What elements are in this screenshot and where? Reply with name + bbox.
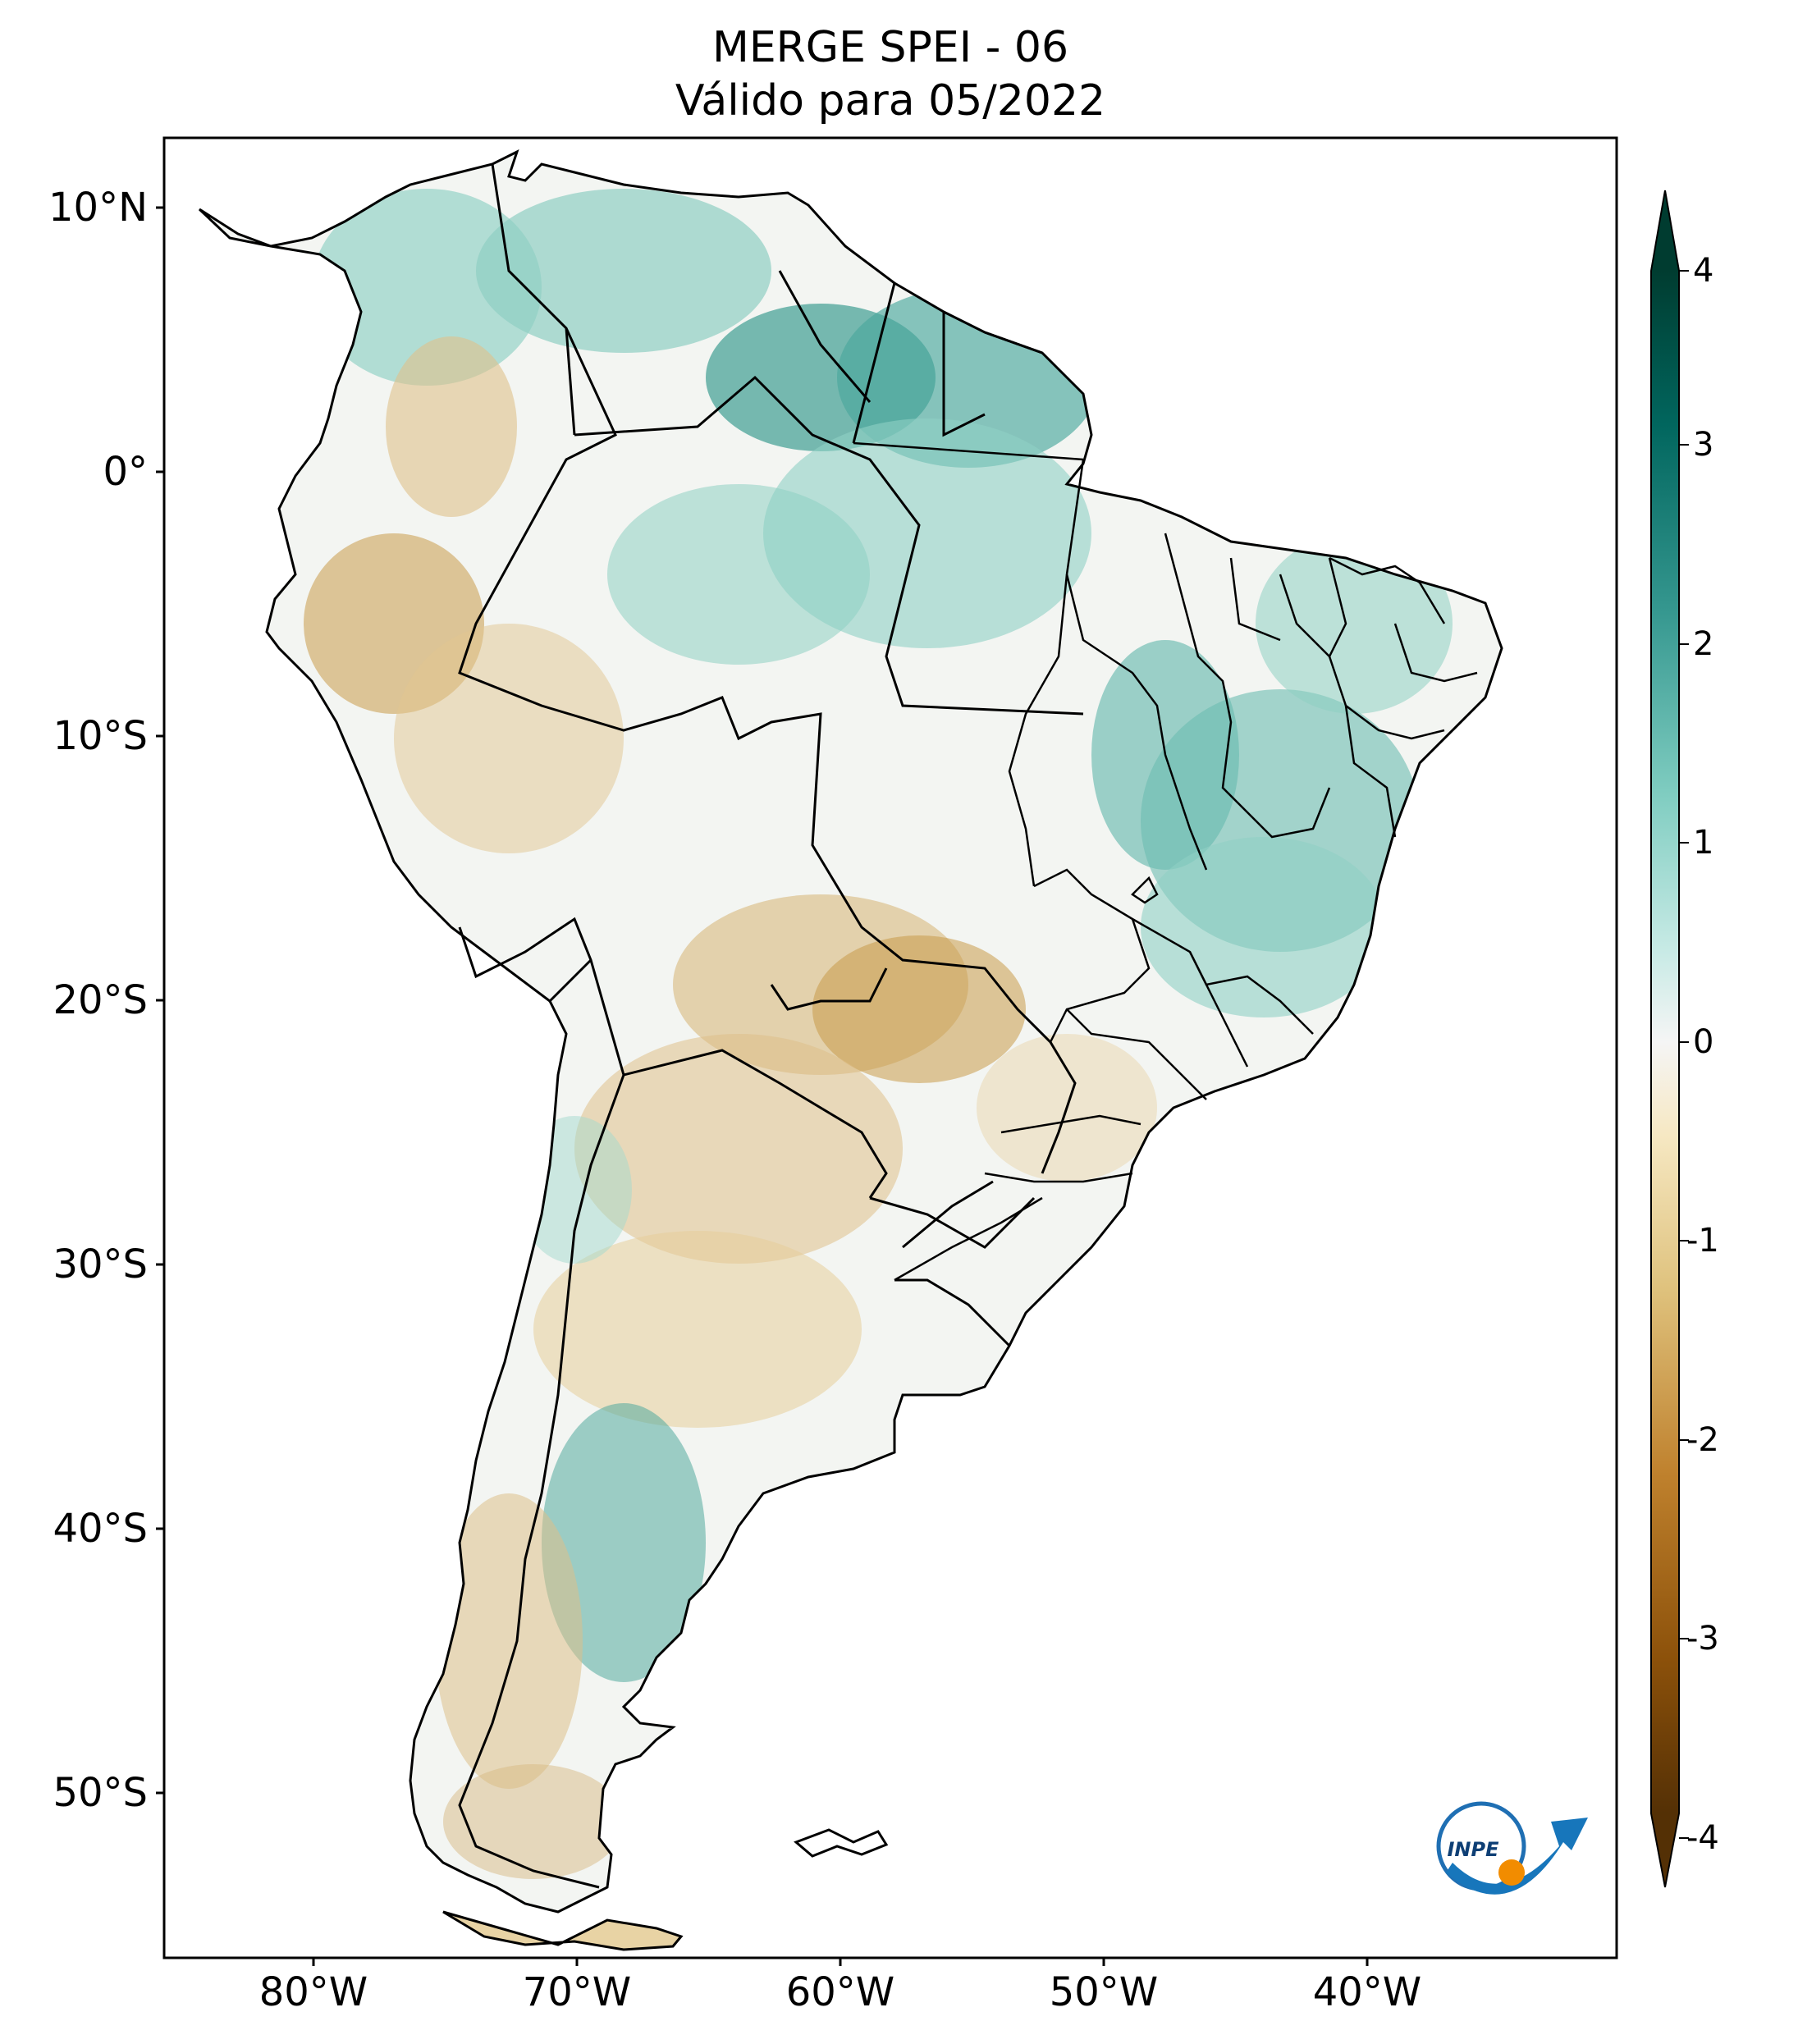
colorbar-tick-label: -4 [1686, 1819, 1719, 1857]
axis-ticks [156, 206, 1369, 1966]
lat-tick-label: 30°S [53, 1241, 148, 1287]
lon-tick-label: 40°W [1312, 1969, 1422, 2015]
colorbar-tick-label: -1 [1686, 1222, 1719, 1260]
colorbar-tick-label: 1 [1693, 824, 1714, 862]
map-subtitle: Válido para 05/2022 [675, 76, 1106, 126]
logo-dot-icon [1498, 1859, 1525, 1886]
lon-tick-label: 70°W [522, 1969, 632, 2015]
lon-tick-label: 80°W [258, 1969, 368, 2015]
country-borders [458, 163, 1084, 1889]
colorbar-tick-label: 4 [1693, 252, 1714, 290]
lon-tick-label: 60°W [785, 1969, 895, 2015]
lat-tick-label: 50°S [53, 1770, 148, 1816]
colorbar-tick-label: 0 [1693, 1023, 1714, 1061]
logo-text: INPE [1448, 1838, 1500, 1861]
lat-tick-label: 40°S [53, 1506, 148, 1552]
lat-tick-label: 10°S [53, 713, 148, 759]
colorbar [1650, 190, 1689, 1888]
lat-tick-label: 0° [103, 449, 148, 495]
lat-tick-label: 10°N [48, 185, 148, 231]
lat-tick-label: 20°S [53, 977, 148, 1023]
colorbar-tick-label: -3 [1686, 1620, 1719, 1658]
colorbar-max-arrow [1651, 190, 1679, 271]
state-borders [853, 441, 1478, 1282]
inpe-logo: INPE [1436, 1801, 1588, 1895]
colorbar-min-arrow [1651, 1813, 1679, 1887]
colorbar-tick-label: -2 [1686, 1421, 1719, 1459]
lon-tick-label: 50°W [1049, 1969, 1159, 2015]
colorbar-tick-label: 3 [1693, 426, 1714, 464]
map-title: MERGE SPEI - 06 [711, 23, 1069, 72]
colorbar-tick-label: 2 [1693, 625, 1714, 663]
